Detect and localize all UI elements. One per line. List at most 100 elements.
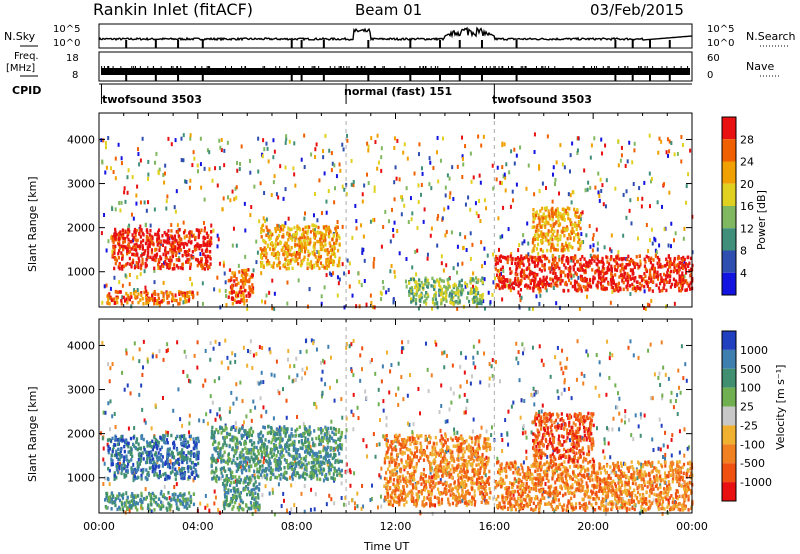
region-cell [181,253,184,258]
scatter-cell [586,431,589,436]
scatter-cell [235,382,238,387]
region-cell [601,268,604,273]
scatter-cell [380,379,383,384]
scatter-cell [264,484,267,489]
region-cell [114,301,117,305]
region-cell [494,267,497,271]
scatter-cell [302,421,305,426]
region-cell [687,264,690,269]
region-cell [585,263,588,268]
region-cell [190,451,193,455]
region-cell [283,224,286,229]
region-cell [412,277,415,282]
scatter-cell [282,491,285,496]
scatter-cell [201,301,204,306]
region-cell [472,300,475,304]
region-cell [140,477,143,481]
region-cell [550,229,553,234]
region-cell [568,233,571,237]
region-cell [156,243,159,247]
scatter-cell [400,195,403,200]
region-cell [296,243,299,247]
scatter-cell [224,338,227,343]
region-cell [149,255,152,260]
scatter-cell [449,386,452,391]
region-cell [209,249,212,254]
region-cell [112,237,115,241]
region-cell [128,249,132,254]
region-cell [454,283,458,288]
region-cell [552,271,555,275]
scatter-cell [331,247,334,252]
scatter-cell [602,449,605,454]
region-cell [287,244,290,249]
region-cell [578,287,581,291]
scatter-cell [361,199,364,204]
region-cell [571,255,574,260]
region-cell [174,477,177,481]
region-cell [612,279,615,283]
region-cell [162,433,165,438]
region-cell [174,467,177,471]
region-cell [304,225,307,230]
region-cell [146,298,149,303]
scatter-cell [639,262,642,267]
region-cell [173,266,176,271]
region-cell [136,501,140,506]
scatter-cell [136,184,139,189]
scatter-cell [509,204,512,209]
region-cell [183,466,186,471]
scatter-cell [218,166,221,171]
region-cell [586,281,589,286]
region-cell [335,238,338,242]
region-cell [464,281,467,285]
scatter-cell [244,228,247,233]
scatter-cell [606,339,609,344]
region-cell [116,464,119,469]
region-cell [168,453,171,457]
region-cell [285,241,288,246]
scatter-cell [216,244,219,249]
region-cell [541,254,544,259]
scatter-cell [226,355,229,360]
region-cell [134,495,137,499]
region-cell [171,297,174,301]
region-cell [183,229,187,233]
region-cell [146,460,149,464]
region-cell [628,262,631,266]
region-cell [607,268,610,272]
scatter-cell [350,498,353,503]
region-cell [684,265,687,269]
scatter-cell [572,273,575,278]
scatter-cell [518,293,521,298]
scatter-cell [538,166,541,171]
scatter-cell [611,289,614,294]
region-cell [416,282,419,287]
scatter-cell [234,353,237,358]
scatter-cell [594,185,597,190]
region-cell [245,298,248,303]
region-cell [191,472,194,476]
scatter-cell [282,196,285,201]
region-cell [189,434,192,439]
scatter-cell [582,381,585,386]
region-cell [287,258,290,263]
scatter-cell [204,493,207,498]
region-cell [567,278,571,283]
scatter-cell [380,155,383,160]
region-cell [158,469,161,474]
scatter-cell [208,150,211,155]
region-cell [676,270,679,275]
region-cell [677,256,681,260]
region-cell [622,280,625,285]
region-cell [126,249,129,253]
region-cell [118,498,122,503]
scatter-cell [305,366,308,371]
region-cell [125,473,128,478]
scatter-cell [563,165,566,170]
region-cell [536,258,539,262]
region-cell [681,283,684,288]
region-cell [167,233,170,238]
region-cell [154,232,157,237]
scatter-cell [329,243,332,248]
